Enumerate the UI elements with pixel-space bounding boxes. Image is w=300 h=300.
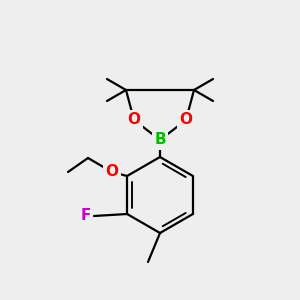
Text: O: O (106, 164, 118, 179)
Text: O: O (128, 112, 140, 128)
Text: B: B (154, 133, 166, 148)
Text: O: O (179, 112, 193, 128)
Text: F: F (81, 208, 91, 224)
